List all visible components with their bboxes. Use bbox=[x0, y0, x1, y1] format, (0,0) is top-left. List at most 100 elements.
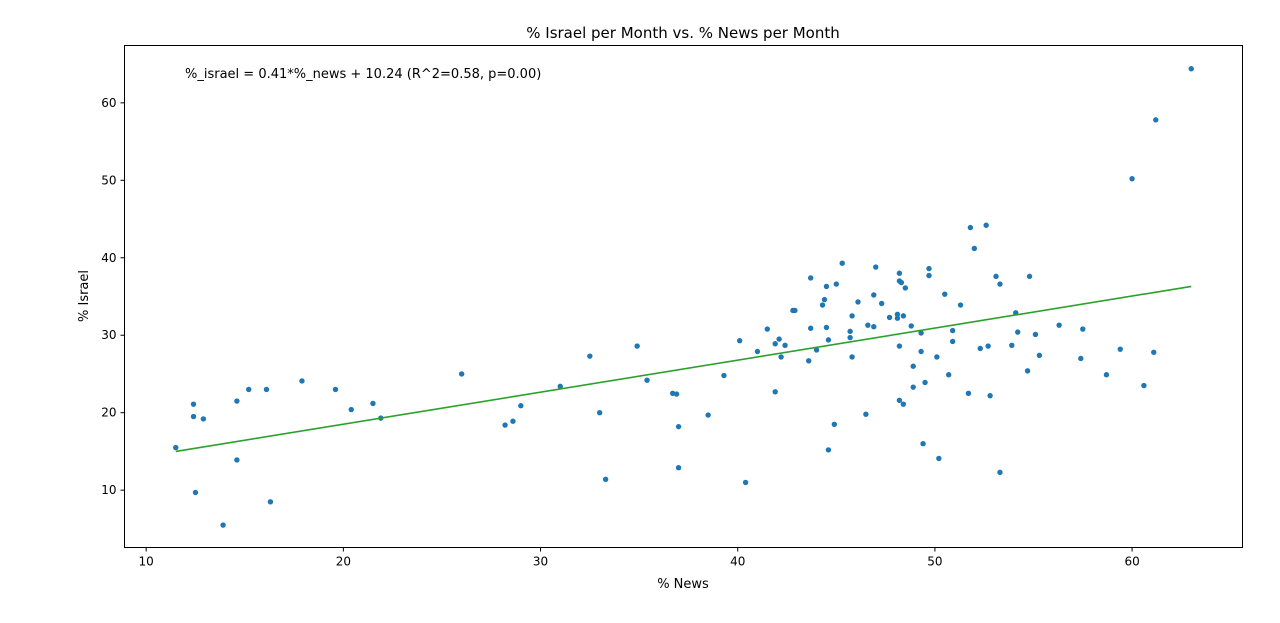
data-point bbox=[778, 354, 784, 360]
data-point bbox=[833, 281, 840, 287]
data-point bbox=[825, 447, 832, 453]
data-point bbox=[772, 389, 778, 395]
data-point bbox=[865, 322, 871, 328]
data-point bbox=[675, 465, 682, 471]
y-tick-label: 20 bbox=[101, 406, 116, 420]
data-point bbox=[993, 273, 999, 280]
y-tick-label: 60 bbox=[101, 96, 116, 110]
x-axis-label: % News bbox=[657, 577, 709, 592]
data-point bbox=[1032, 331, 1039, 338]
data-point bbox=[849, 313, 855, 319]
data-point bbox=[896, 397, 903, 404]
data-point bbox=[736, 337, 743, 344]
data-point bbox=[742, 479, 749, 486]
data-point bbox=[908, 323, 914, 329]
data-point bbox=[370, 400, 376, 407]
data-point bbox=[673, 391, 680, 397]
data-point bbox=[847, 334, 853, 341]
data-point bbox=[871, 292, 877, 298]
data-point bbox=[878, 300, 885, 307]
data-point bbox=[863, 411, 869, 417]
data-point bbox=[896, 343, 903, 349]
data-point bbox=[263, 386, 270, 393]
data-point bbox=[1080, 326, 1086, 332]
data-point bbox=[807, 275, 814, 281]
data-point bbox=[934, 354, 940, 360]
y-tick-label: 50 bbox=[101, 173, 116, 187]
data-point bbox=[1009, 342, 1015, 349]
chart-title: % Israel per Month vs. % News per Month bbox=[526, 24, 840, 42]
data-point bbox=[754, 348, 761, 355]
data-point bbox=[926, 272, 932, 279]
data-point bbox=[510, 418, 516, 424]
data-point bbox=[200, 416, 207, 422]
data-point bbox=[190, 413, 197, 420]
y-axis: 10 20 30 40 50 60 bbox=[101, 96, 125, 497]
data-point bbox=[910, 384, 916, 390]
data-point bbox=[772, 341, 778, 347]
data-point bbox=[926, 265, 932, 272]
data-point bbox=[847, 328, 853, 335]
data-point bbox=[839, 260, 845, 266]
data-point bbox=[949, 327, 956, 334]
plot-area-frame bbox=[124, 45, 1243, 548]
data-point bbox=[234, 457, 240, 463]
data-point bbox=[173, 444, 179, 451]
data-point bbox=[997, 281, 1003, 287]
data-point bbox=[965, 390, 972, 397]
data-point bbox=[1056, 322, 1062, 328]
data-point bbox=[705, 412, 711, 418]
data-point bbox=[922, 379, 928, 386]
x-axis: 10 20 30 40 50 60 bbox=[139, 547, 1140, 569]
data-point bbox=[675, 423, 682, 430]
data-point bbox=[1153, 117, 1159, 123]
data-point bbox=[776, 336, 782, 342]
data-point bbox=[886, 314, 893, 321]
data-point bbox=[299, 378, 305, 384]
x-tick-label: 20 bbox=[336, 555, 351, 569]
data-point bbox=[894, 311, 901, 318]
data-point bbox=[946, 372, 952, 378]
data-point bbox=[825, 337, 832, 343]
data-point bbox=[332, 386, 339, 393]
data-point bbox=[920, 440, 926, 447]
data-point bbox=[1151, 349, 1157, 355]
data-point bbox=[819, 302, 826, 308]
y-axis-label: % Israel bbox=[77, 270, 92, 322]
data-point bbox=[1141, 382, 1147, 389]
x-tick-label: 50 bbox=[927, 555, 942, 569]
data-point bbox=[918, 348, 924, 355]
data-point bbox=[806, 358, 812, 364]
data-point bbox=[855, 299, 861, 305]
data-point bbox=[849, 354, 855, 360]
data-point bbox=[348, 406, 354, 413]
data-point bbox=[983, 222, 989, 228]
y-tick-label: 30 bbox=[101, 328, 116, 342]
data-point bbox=[458, 371, 465, 377]
x-tick-label: 60 bbox=[1124, 555, 1139, 569]
data-point bbox=[894, 315, 901, 321]
data-point bbox=[596, 410, 603, 416]
data-point bbox=[557, 383, 563, 390]
data-point bbox=[813, 347, 820, 353]
data-point bbox=[1026, 273, 1033, 280]
data-point bbox=[220, 522, 226, 528]
data-point bbox=[792, 307, 798, 314]
data-point bbox=[918, 330, 924, 336]
regression-annotation: %_israel = 0.41*%_news + 10.24 (R^2=0.58… bbox=[185, 67, 541, 82]
data-point bbox=[246, 386, 252, 393]
data-point bbox=[977, 345, 983, 352]
data-point bbox=[764, 326, 771, 332]
data-point bbox=[821, 296, 828, 303]
data-point bbox=[1024, 368, 1031, 374]
data-point bbox=[936, 455, 942, 462]
data-point bbox=[900, 313, 907, 319]
y-tick-label: 10 bbox=[101, 483, 116, 497]
x-tick-label: 40 bbox=[730, 555, 745, 569]
data-point bbox=[807, 325, 814, 331]
data-point bbox=[967, 224, 974, 231]
data-point bbox=[1036, 352, 1043, 359]
data-point bbox=[902, 285, 909, 291]
data-point bbox=[234, 398, 240, 404]
